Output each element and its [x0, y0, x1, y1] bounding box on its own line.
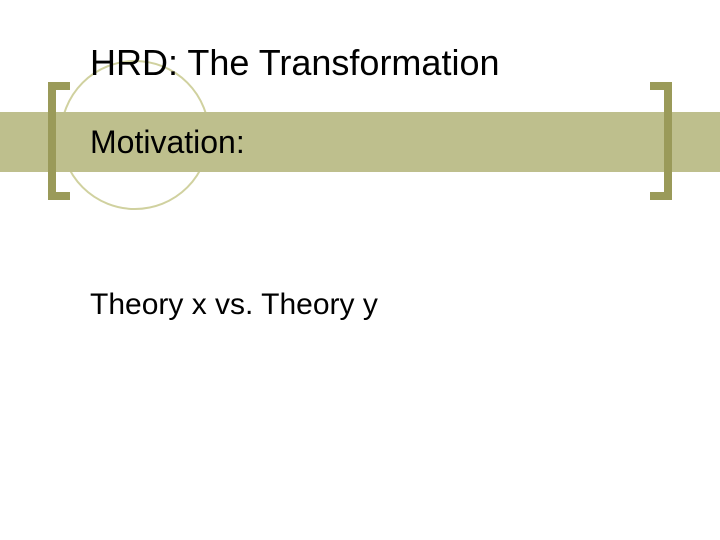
slide-body-text: Theory x vs. Theory y [90, 288, 378, 322]
left-bracket [48, 82, 70, 200]
slide-title: HRD: The Transformation [90, 42, 499, 84]
right-bracket [650, 82, 672, 200]
slide-subtitle: Motivation: [90, 124, 245, 161]
slide-container: HRD: The Transformation Motivation: Theo… [0, 0, 720, 540]
